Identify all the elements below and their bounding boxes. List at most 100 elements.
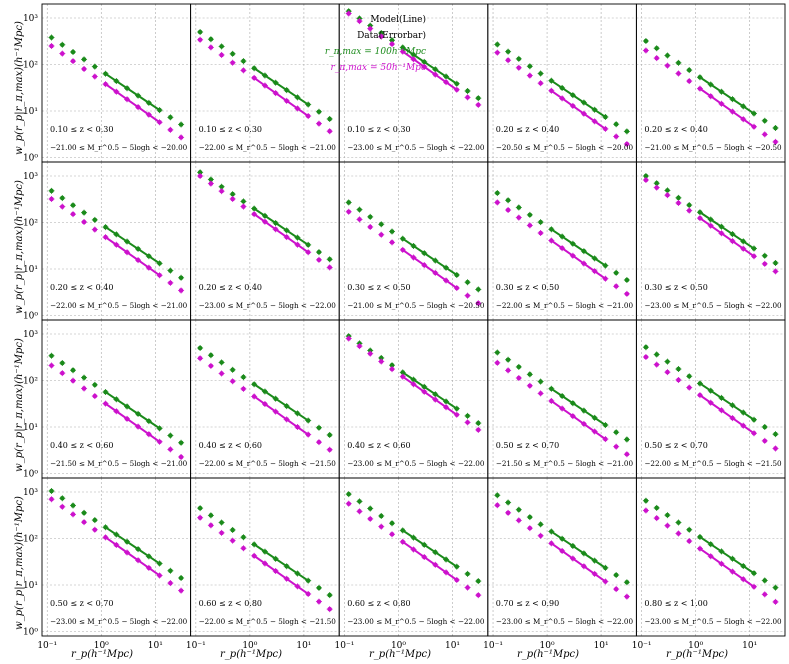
series-50-point xyxy=(719,101,724,107)
series-100-point xyxy=(230,367,235,373)
panel-magnitude-label: −22.00 ≤ M_r^0.5 − 5logh < −21.50 xyxy=(644,459,782,468)
series-50-point xyxy=(251,394,257,399)
series-100-point xyxy=(527,212,533,218)
series-50-model-line xyxy=(699,217,755,258)
series-100-point xyxy=(443,74,449,79)
series-100-point xyxy=(146,253,152,259)
series-50-point xyxy=(411,547,416,552)
series-50-point xyxy=(146,565,152,571)
series-100-point xyxy=(719,89,724,95)
series-100-point xyxy=(251,65,257,71)
series-50-point xyxy=(178,588,184,593)
panel-frame xyxy=(190,319,340,479)
series-100-point xyxy=(559,393,565,399)
panel-redshift-label: 0.40 ≤ z < 0.60 xyxy=(50,441,113,450)
series-100-point xyxy=(421,542,427,548)
series-50-point xyxy=(241,68,246,73)
series-50-point xyxy=(70,58,76,64)
series-100-point xyxy=(103,224,108,230)
series-50-point xyxy=(411,255,416,260)
x-tick-label: 10⁻¹ xyxy=(335,641,355,651)
panel-magnitude-label: −23.00 ≤ M_r^0.5 − 5logh < −22.00 xyxy=(199,301,337,310)
x-axis-label: r_p(h⁻¹Mpc) xyxy=(369,649,431,660)
series-50-point xyxy=(740,423,746,429)
series-100-point xyxy=(773,585,778,590)
series-50-point xyxy=(613,284,619,289)
series-100-point xyxy=(762,578,768,583)
series-100-point xyxy=(603,422,608,428)
series-50-point xyxy=(613,134,619,139)
series-100-point xyxy=(570,92,576,98)
series-100-point xyxy=(643,498,649,503)
series-100-point xyxy=(49,35,54,40)
panel-magnitude-label: −22.00 ≤ M_r^0.5 − 5logh < −21.50 xyxy=(199,617,337,626)
series-100-point xyxy=(740,410,746,415)
series-50-point xyxy=(676,200,681,206)
series-50-point xyxy=(327,128,332,134)
series-50-point xyxy=(505,510,511,516)
series-50-point xyxy=(400,539,406,545)
series-50-point xyxy=(432,270,438,276)
x-tick-label: 10⁻¹ xyxy=(632,641,652,651)
series-100-point xyxy=(135,546,141,552)
series-50-point xyxy=(538,230,543,236)
series-100-point xyxy=(400,528,406,533)
series-50-point xyxy=(135,104,141,110)
series-100-point xyxy=(475,287,481,292)
series-100-point xyxy=(570,400,576,406)
series-100-point xyxy=(284,228,289,233)
series-100-point xyxy=(751,570,757,576)
series-50-point xyxy=(719,408,724,413)
series-100-point xyxy=(654,45,659,51)
series-50-point xyxy=(295,242,300,247)
panel: 0.20 ≤ z < 0.40 −20.50 ≤ M_r^0.5 − 5logh … xyxy=(487,3,637,163)
series-50-point xyxy=(219,530,224,536)
series-50-point xyxy=(114,542,119,548)
series-50-point xyxy=(357,343,362,349)
series-100-point xyxy=(624,437,630,442)
series-100-point xyxy=(70,503,76,508)
panel-redshift-label: 0.50 ≤ z < 0.70 xyxy=(50,599,113,608)
series-100-point xyxy=(92,64,98,69)
series-100-point xyxy=(389,362,395,368)
series-100-point xyxy=(475,95,481,101)
panel-magnitude-label: −23.00 ≤ M_r^0.5 − 5logh < −22.00 xyxy=(347,617,485,626)
panel-redshift-label: 0.30 ≤ z < 0.50 xyxy=(644,283,707,292)
series-100-model-line xyxy=(699,211,755,250)
series-100-point xyxy=(559,85,565,91)
series-100-point xyxy=(251,381,257,387)
panel-redshift-label: 0.20 ≤ z < 0.40 xyxy=(496,125,559,134)
series-50-point xyxy=(454,87,460,93)
series-100-point xyxy=(538,71,543,76)
x-tick-label: 10¹ xyxy=(148,641,163,651)
series-50-point xyxy=(465,95,470,100)
series-50-point xyxy=(686,208,692,213)
series-50-point xyxy=(81,386,87,391)
series-50-point xyxy=(421,389,427,395)
series-100-point xyxy=(454,406,460,411)
series-100-point xyxy=(59,195,65,201)
series-50-point xyxy=(208,45,214,50)
series-100-point xyxy=(686,527,692,533)
series-50-point xyxy=(495,502,500,508)
series-50-point xyxy=(516,65,522,71)
series-100-point xyxy=(146,554,152,559)
series-100-point xyxy=(70,367,76,373)
series-50-point xyxy=(357,509,362,514)
y-axis-label: w_p(r_p|r_π,max)(h⁻¹Mpc) xyxy=(14,180,25,314)
series-100-point xyxy=(295,411,300,416)
series-100-point xyxy=(230,191,235,197)
series-50-point xyxy=(135,557,141,563)
panel: 0.10 ≤ z < 0.30 −22.00 ≤ M_r^0.5 − 5logh … xyxy=(190,3,340,163)
series-50-point xyxy=(432,562,438,568)
panel-magnitude-label: −20.50 ≤ M_r^0.5 − 5logh < −20.00 xyxy=(496,143,634,152)
series-50-point xyxy=(751,430,757,436)
series-50-point xyxy=(49,43,54,49)
series-50-point xyxy=(59,370,65,376)
series-50-point xyxy=(168,280,173,286)
series-50-point xyxy=(643,508,649,513)
series-50-point xyxy=(124,250,130,255)
series-50-point xyxy=(219,52,224,58)
series-100-point xyxy=(762,118,768,124)
series-100-point xyxy=(327,256,332,262)
